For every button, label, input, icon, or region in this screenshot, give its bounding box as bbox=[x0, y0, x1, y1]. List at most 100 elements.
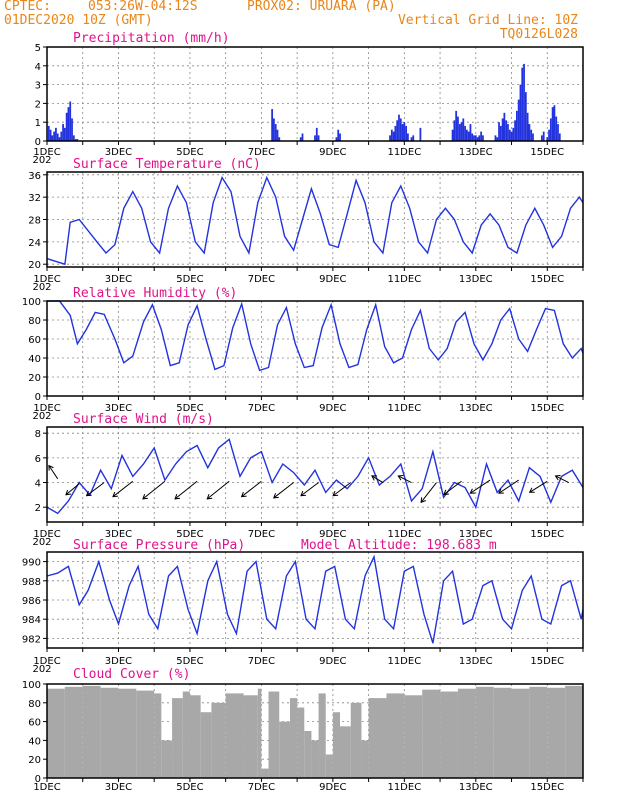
wind-vector-head bbox=[65, 489, 71, 496]
cloud-bar bbox=[350, 702, 362, 778]
wind-vector-head bbox=[554, 475, 561, 481]
precip-bar bbox=[476, 137, 479, 141]
rh-xtick-label: 13DEC bbox=[459, 403, 493, 414]
header-code: TQ0126L028 bbox=[499, 27, 578, 42]
precip-bar bbox=[465, 129, 468, 141]
precip-title: Precipitation (mm/h) bbox=[73, 31, 230, 46]
wind-vector bbox=[371, 475, 384, 483]
precip-bar bbox=[499, 125, 502, 141]
precip-bar bbox=[398, 114, 400, 141]
precip-xtick-label: 15DEC bbox=[530, 147, 564, 158]
temp-ytick-label: 24 bbox=[28, 238, 41, 249]
cloud-ytick-label: 100 bbox=[22, 680, 41, 691]
header-datetime: 01DEC2020 10Z (GMT) bbox=[4, 13, 153, 28]
wind-xtick-label: 1DEC bbox=[33, 529, 60, 540]
wind-vector-head bbox=[469, 488, 476, 494]
precip-bar bbox=[464, 125, 466, 141]
rh-xtick-label: 15DEC bbox=[530, 403, 564, 414]
wind-xtick-label: 13DEC bbox=[459, 529, 493, 540]
wind-vector-head bbox=[528, 487, 535, 493]
temp-xtick-label: 7DEC bbox=[248, 274, 275, 285]
precip-bar bbox=[541, 135, 543, 141]
cloud-ytick-label: 0 bbox=[35, 774, 41, 785]
precip-bar bbox=[530, 129, 533, 141]
cloud-bar bbox=[325, 754, 333, 778]
temp-ytick-label: 20 bbox=[28, 260, 41, 271]
model-altitude-label: Model Altitude: 198.683 m bbox=[301, 538, 497, 553]
precip-bar bbox=[501, 118, 504, 141]
precip-bar bbox=[453, 120, 456, 141]
wind-ytick-label: 6 bbox=[35, 454, 41, 465]
wind-vector-head bbox=[498, 488, 504, 494]
cloud-bar bbox=[493, 687, 512, 778]
precip-bar bbox=[299, 137, 302, 141]
precip-xtick-label: 9DEC bbox=[319, 147, 346, 158]
precip-bar bbox=[542, 131, 545, 141]
precip-xtick-label: 11DEC bbox=[387, 147, 421, 158]
cloud-frame bbox=[46, 683, 584, 779]
cloud-bar bbox=[225, 693, 244, 778]
cloud-bar bbox=[529, 686, 548, 778]
precip-bar bbox=[69, 101, 72, 141]
temp-xtick-label: 11DEC bbox=[387, 274, 421, 285]
rh-xtick-label: 5DEC bbox=[176, 403, 203, 414]
precip-bar bbox=[503, 112, 506, 141]
wind-vector bbox=[300, 482, 319, 497]
temp-xtick-label: 1DEC bbox=[33, 274, 60, 285]
cloud-ytick-label: 20 bbox=[28, 755, 41, 766]
cloud-bar bbox=[64, 686, 83, 778]
pressure-ytick-label: 990 bbox=[22, 558, 41, 569]
precip-bar bbox=[526, 112, 529, 141]
precip-bar bbox=[505, 120, 508, 141]
precip-bar bbox=[494, 135, 497, 141]
wind-xtick-label: 9DEC bbox=[319, 529, 346, 540]
pressure-xtick-label: 15DEC bbox=[530, 656, 564, 667]
precip-bar bbox=[392, 131, 395, 141]
precip-bar bbox=[546, 137, 549, 141]
precip-bar bbox=[457, 116, 459, 141]
cloud-bar bbox=[47, 688, 65, 778]
cloud-bar bbox=[118, 688, 137, 778]
precip-bar bbox=[528, 124, 531, 141]
cloud-bar bbox=[257, 688, 262, 778]
precip-bar bbox=[273, 118, 275, 141]
precip-ytick-label: 0 bbox=[35, 137, 41, 148]
rh-ytick-label: 20 bbox=[28, 373, 41, 384]
temp-title: Surface Temperature (nC) bbox=[73, 157, 261, 172]
precip-bar bbox=[278, 137, 281, 141]
precip-bar bbox=[396, 120, 399, 141]
header-station: PROX02: URUARA (PA) bbox=[247, 0, 396, 14]
cloud-bar bbox=[297, 707, 305, 778]
rh-xtick-label: 1DEC bbox=[33, 403, 60, 414]
wind-vector-head bbox=[85, 490, 92, 497]
temp-year-stub: 202 bbox=[32, 282, 51, 293]
precip-bar bbox=[58, 137, 61, 141]
cloud-bar bbox=[565, 685, 583, 778]
temp-frame bbox=[46, 171, 584, 268]
precip-bar bbox=[51, 135, 54, 141]
cloud-bar bbox=[268, 691, 280, 778]
wind-line bbox=[46, 438, 584, 515]
cloud-bar bbox=[161, 740, 173, 778]
rh-year-stub: 202 bbox=[32, 411, 51, 422]
header-source: CPTEC: bbox=[4, 0, 51, 14]
wind-vector-head bbox=[112, 491, 118, 498]
cloud-bar bbox=[243, 695, 258, 778]
precip-bar bbox=[274, 124, 277, 141]
precip-bar bbox=[390, 129, 393, 141]
precip-ytick-label: 4 bbox=[35, 62, 41, 73]
wind-xtick-label: 11DEC bbox=[387, 529, 421, 540]
wind-vector bbox=[529, 480, 548, 493]
wind-vector bbox=[142, 480, 166, 500]
precip-bar bbox=[301, 133, 304, 141]
wind-xtick-label: 3DEC bbox=[105, 529, 132, 540]
precip-bar bbox=[60, 131, 63, 141]
temp-ytick-label: 28 bbox=[28, 216, 41, 227]
precip-bar bbox=[56, 133, 59, 141]
precip-bar bbox=[462, 118, 465, 141]
wind-vector-head bbox=[174, 494, 181, 500]
precip-bar bbox=[512, 127, 515, 141]
cloud-bar bbox=[200, 712, 212, 778]
pressure-title: Surface Pressure (hPa) bbox=[73, 538, 245, 553]
precip-bar bbox=[399, 118, 402, 141]
